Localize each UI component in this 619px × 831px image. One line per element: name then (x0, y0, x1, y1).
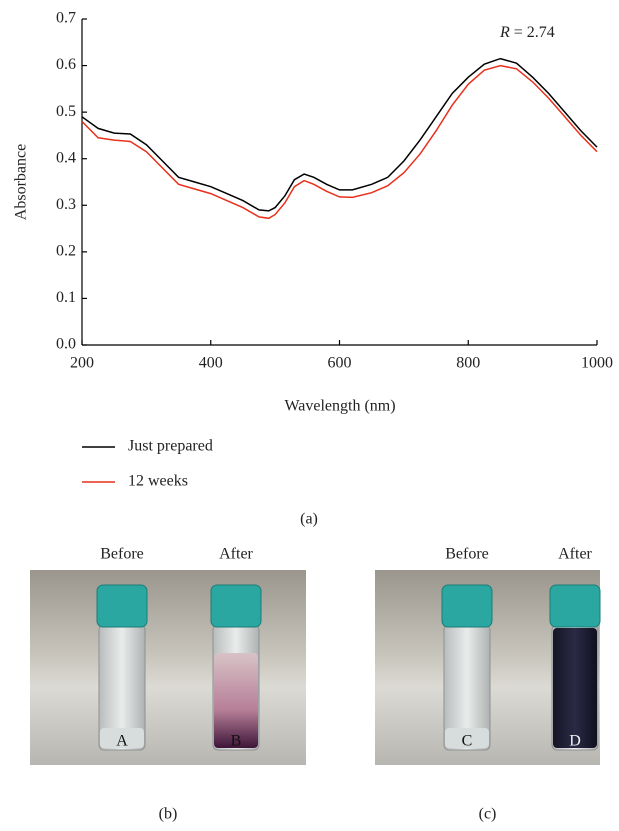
panel-label: (a) (300, 511, 318, 528)
vial-cap (96, 584, 148, 628)
y-tick-label: 0.2 (56, 243, 76, 260)
vial-letter: D (569, 733, 581, 750)
y-tick-label: 0.4 (56, 149, 76, 166)
vial-caption: Before (100, 546, 144, 563)
x-tick-label: 600 (328, 355, 352, 372)
y-tick-label: 0.0 (56, 336, 76, 353)
vial-liquid (214, 653, 258, 748)
y-tick-label: 0.1 (56, 289, 76, 306)
y-axis-label: Absorbance (13, 144, 30, 220)
vial-caption: After (558, 546, 592, 563)
vial-caption: Before (445, 546, 489, 563)
y-tick-label: 0.3 (56, 196, 76, 213)
legend-label: 12 weeks (128, 473, 188, 490)
vial-liquid (553, 628, 597, 748)
vial-cap (549, 584, 601, 628)
x-tick-label: 400 (199, 355, 223, 372)
photo-panel-label: (b) (159, 806, 178, 823)
vial-cap (210, 584, 262, 628)
x-tick-label: 200 (70, 355, 94, 372)
vial-liquid (445, 728, 489, 748)
vial-caption: After (219, 546, 253, 563)
y-tick-label: 0.6 (56, 56, 76, 73)
photos: (b) Before A After B (c) Before C After D (30, 546, 601, 823)
data-line (81, 57, 598, 212)
vial-letter: A (116, 733, 128, 750)
photo-panel-label: (c) (479, 806, 497, 823)
vial-letter: B (231, 733, 242, 750)
annotation: R = 2.74 (499, 24, 555, 41)
vial-letter: C (462, 733, 473, 750)
annotation-text: = 2.74 (514, 24, 555, 41)
x-tick-label: 1000 (581, 355, 613, 372)
annotation-symbol: R (499, 24, 510, 41)
vial-liquid (100, 728, 144, 748)
y-tick-label: 0.5 (56, 103, 76, 120)
y-tick-label: 0.7 (56, 10, 76, 27)
x-axis-label: Wavelength (nm) (284, 398, 395, 415)
vial-cap (441, 584, 493, 628)
data-line (81, 64, 598, 220)
x-tick-label: 800 (456, 355, 480, 372)
photo (30, 570, 306, 765)
legend-label: Just prepared (128, 438, 213, 455)
